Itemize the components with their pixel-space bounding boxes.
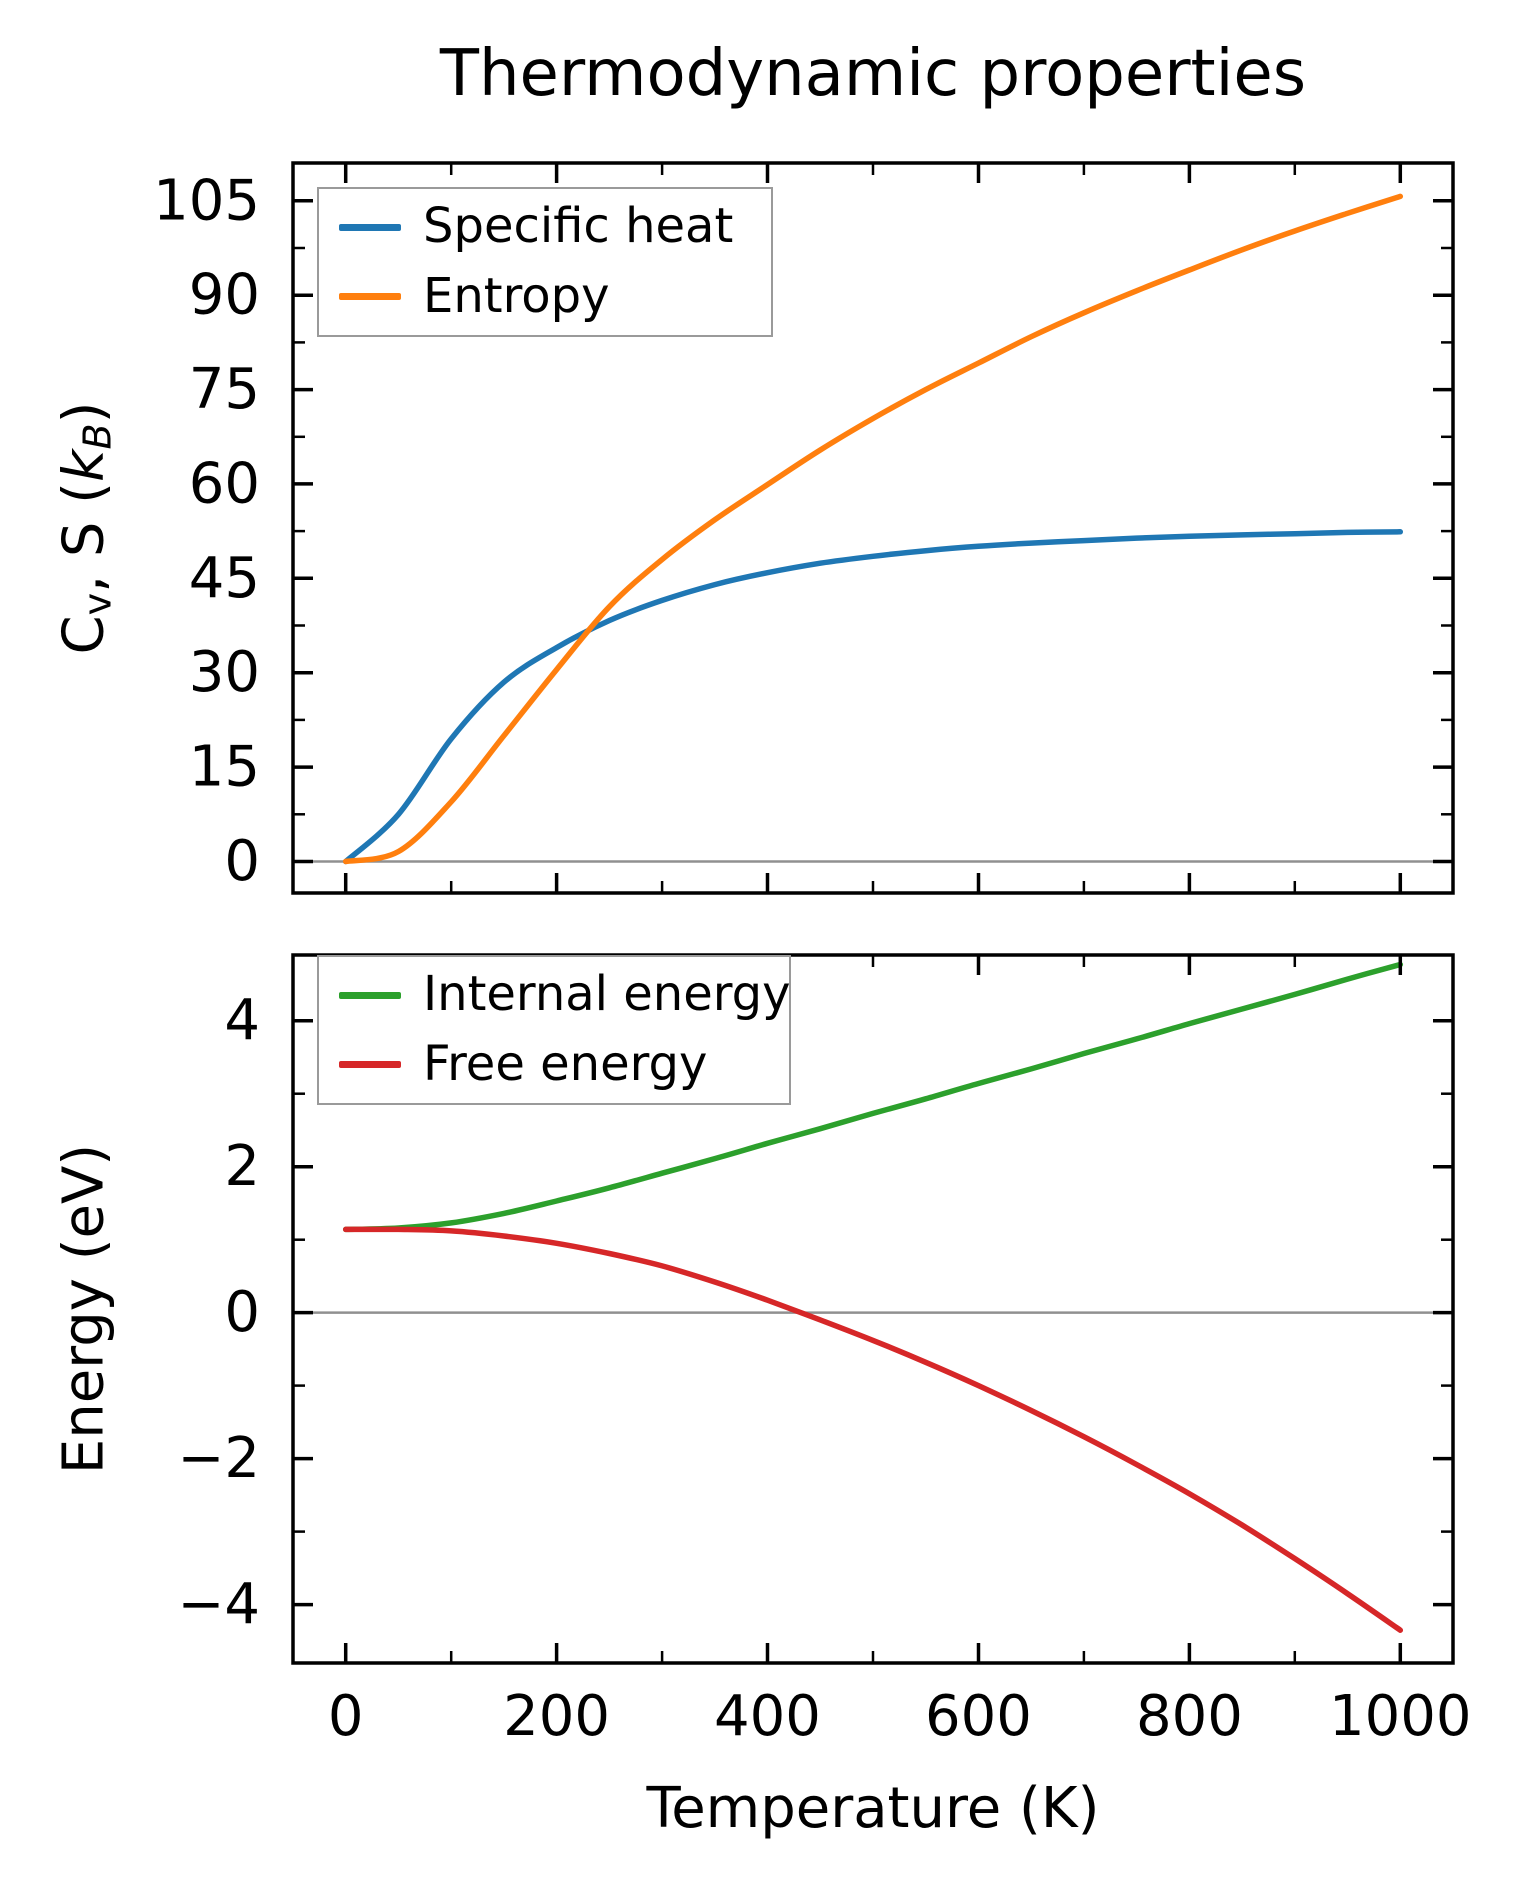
- legend-item-specific-heat: Specific heat: [339, 198, 771, 255]
- ylabel-top-sub-B: B: [75, 423, 120, 450]
- y-tick-label: 4: [224, 988, 260, 1053]
- x-tick-label: 400: [714, 1684, 821, 1749]
- x-axis-label: Temperature (K): [646, 1776, 1100, 1841]
- y-tick-label: 45: [189, 546, 260, 611]
- y-tick-label: 60: [189, 451, 260, 516]
- legend-bottom-panel: Internal energy Free energy: [317, 955, 791, 1105]
- internal-energy-label: Internal energy: [423, 966, 791, 1023]
- y-tick-label: −4: [177, 1572, 260, 1637]
- entropy-swatch: [339, 293, 401, 301]
- ticks-bottom: [293, 955, 1453, 1663]
- tick-labels-top: 0 15 30 45 60 75 90 105: [153, 168, 260, 894]
- y-axis-label-top: Cv, S (kB): [51, 401, 120, 655]
- free-energy-label: Free energy: [423, 1036, 708, 1092]
- free-energy-line: [342, 1226, 1404, 1633]
- legend-item-free-energy: Free energy: [339, 1036, 789, 1092]
- internal-energy-swatch: [339, 991, 401, 999]
- specific-heat-label: Specific heat: [423, 198, 734, 255]
- ticks-top: [293, 163, 1453, 893]
- ylabel-top-sub-v: v: [75, 592, 120, 616]
- x-tick-label: 600: [925, 1684, 1032, 1749]
- x-tick-label: 1000: [1329, 1684, 1472, 1749]
- entropy-label: Entropy: [423, 268, 610, 324]
- internal-energy-line: [342, 961, 1404, 1233]
- panel-bottom: −4 −2 0 2 4 0 200 400 600 800 1000: [177, 953, 1472, 1749]
- y-tick-label: 105: [153, 168, 260, 233]
- y-tick-label: −2: [177, 1426, 260, 1491]
- x-tick-label: 200: [503, 1684, 610, 1749]
- panel-top: 0 15 30 45 60 75 90 105: [153, 161, 1455, 895]
- y-tick-label: 0: [224, 1280, 260, 1345]
- x-tick-label: 800: [1136, 1684, 1243, 1749]
- y-tick-label: 90: [189, 263, 260, 328]
- specific-heat-line: [342, 529, 1404, 865]
- y-axis-label-bottom: Energy (eV): [51, 1143, 117, 1475]
- y-tick-label: 75: [189, 357, 260, 422]
- legend-item-entropy: Entropy: [339, 268, 771, 324]
- ylabel-top-k: k: [51, 449, 117, 482]
- y-tick-label: 15: [189, 735, 260, 800]
- specific-heat-swatch: [339, 223, 401, 231]
- entropy-line: [342, 193, 1404, 865]
- ylabel-top-C: C: [51, 615, 117, 655]
- ylabel-top-close: ): [51, 401, 117, 424]
- free-energy-swatch: [339, 1061, 401, 1069]
- y-tick-label: 0: [224, 829, 260, 894]
- y-tick-label: 30: [189, 640, 260, 705]
- figure-title: Thermodynamic properties: [439, 37, 1307, 111]
- legend-item-internal-energy: Internal energy: [339, 966, 791, 1023]
- tick-labels-bottom: −4 −2 0 2 4 0 200 400 600 800 1000: [177, 988, 1471, 1749]
- ylabel-top-mid: , S (: [51, 481, 117, 593]
- y-tick-label: 2: [224, 1134, 260, 1199]
- legend-top-panel: Specific heat Entropy: [317, 187, 773, 337]
- x-tick-label: 0: [328, 1684, 364, 1749]
